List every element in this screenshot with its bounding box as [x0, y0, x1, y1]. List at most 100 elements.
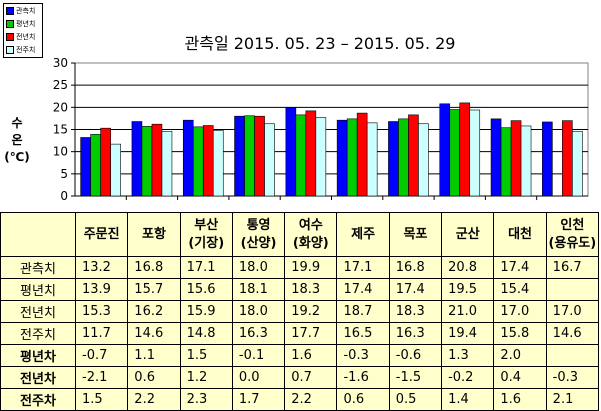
legend-item: 전주치: [6, 44, 42, 56]
table-cell: 18.3: [284, 278, 338, 301]
row-label: 평년치: [0, 278, 76, 301]
table-cell: [545, 344, 599, 367]
table-row: 전년차 -2.1 0.6 1.2 0.0 0.7 -1.6 -1.5 -0.2 0.4 -0.3: [0, 366, 599, 389]
table-cell: 2.2: [127, 388, 181, 411]
table-cell: 17.7: [284, 322, 338, 345]
table-cell: [545, 278, 599, 301]
bar: [151, 123, 163, 197]
legend-swatch: [6, 20, 14, 28]
table-cell: 2.3: [179, 388, 233, 411]
legend-swatch: [6, 7, 14, 15]
table-header-cell: 인천 (용유도): [545, 212, 599, 257]
bar: [469, 109, 481, 197]
bar: [285, 107, 297, 197]
table-cell: 14.6: [127, 322, 181, 345]
row-label: 전주차: [0, 388, 76, 411]
table-cell: 15.9: [179, 300, 233, 323]
legend-swatch: [6, 33, 14, 41]
bar: [366, 122, 378, 197]
bar: [572, 130, 583, 197]
table-cell: 16.3: [388, 322, 443, 345]
table-cell: 1.1: [127, 344, 181, 367]
table-cell: 2.2: [284, 388, 338, 411]
table-cell: 17.0: [545, 300, 599, 323]
y-axis-label-line: 온: [11, 133, 23, 147]
bar: [418, 123, 429, 197]
bar: [131, 121, 143, 197]
y-tick-label: 25: [53, 78, 68, 92]
table-cell: 16.5: [336, 322, 390, 345]
table-cell: 13.9: [74, 278, 129, 301]
table-cell: -0.6: [388, 344, 443, 367]
bar: [336, 119, 348, 197]
bar: [254, 115, 265, 197]
table-cell: 0.7: [284, 366, 338, 389]
table-header-cell: 여수 (화양): [284, 212, 338, 257]
table-cell: -0.2: [441, 366, 495, 389]
table-cell: -0.7: [74, 344, 129, 367]
bar: [398, 118, 409, 197]
bar: [244, 115, 255, 197]
legend-item: 전년치: [6, 31, 42, 43]
table-cell: 1.6: [284, 344, 338, 367]
table-cell: 1.5: [74, 388, 129, 411]
table-header-cell: 부산 (기장): [179, 212, 233, 257]
table-corner-cell: [0, 212, 76, 257]
legend: 관측치 평년치 전년치 전주치: [3, 3, 43, 58]
table-cell: 15.3: [74, 300, 129, 323]
table-cell: 2.0: [493, 344, 547, 367]
table-cell: 19.2: [284, 300, 338, 323]
table-header-cell: 포항: [127, 212, 181, 257]
table-header-cell: 주문진: [74, 212, 129, 257]
table-header-cell: 대천: [493, 212, 547, 257]
table-cell: 1.3: [441, 344, 495, 367]
legend-swatch: [6, 46, 14, 54]
bar: [192, 126, 204, 197]
table-header-cell: 목포: [388, 212, 443, 257]
table-row: 전주치 11.7 14.6 14.8 16.3 17.7 16.5 16.3 19.4 15.8 1…: [0, 322, 599, 345]
bar-chart: 0 5 10 15 20 25 30: [53, 56, 589, 203]
bar: [388, 121, 399, 197]
row-label: 전년치: [0, 300, 76, 323]
table-cell: 1.5: [179, 344, 233, 367]
table-cell: 17.0: [493, 300, 547, 323]
table-cell: -1.5: [388, 366, 443, 389]
table-cell: 1.4: [441, 388, 495, 411]
bar: [562, 120, 573, 197]
table-cell: 18.0: [231, 300, 286, 323]
table-cell: 0.6: [336, 388, 390, 411]
bar: [100, 127, 111, 197]
table-cell: 2.1: [545, 388, 599, 411]
bar: [346, 118, 358, 197]
table-cell: -0.3: [336, 344, 390, 367]
table-cell: 16.8: [388, 256, 443, 279]
table-cell: 11.7: [74, 322, 129, 345]
table-cell: 19.4: [441, 322, 495, 345]
y-axis-label-line: 수: [11, 116, 23, 130]
table-cell: 0.4: [493, 366, 547, 389]
table-cell: 14.8: [179, 322, 233, 345]
table-cell: 21.0: [441, 300, 495, 323]
table-cell: 17.4: [336, 278, 390, 301]
bar: [356, 112, 368, 197]
bar: [520, 125, 532, 197]
y-tick-label: 20: [53, 100, 68, 114]
table-cell: 19.5: [441, 278, 495, 301]
bar: [90, 134, 101, 197]
table-cell: 17.4: [388, 278, 443, 301]
table-header-cell: 군산: [441, 212, 495, 257]
table-cell: 18.3: [388, 300, 443, 323]
y-tick-label: 15: [53, 123, 68, 137]
bar: [510, 120, 522, 197]
table-cell: 0.5: [388, 388, 443, 411]
bar: [161, 130, 173, 197]
table-header-cell: 제주: [336, 212, 390, 257]
bar: [490, 118, 502, 197]
chart-title: 관측일 2015. 05. 23 – 2015. 05. 29: [184, 34, 456, 53]
bar: [141, 126, 153, 197]
table-row: 평년치 13.9 15.7 15.6 18.1 18.3 17.4 17.4 19.5 15.4: [0, 278, 599, 301]
row-label: 관측치: [0, 256, 76, 279]
table-cell: 13.2: [74, 256, 129, 279]
table-cell: -1.6: [336, 366, 390, 389]
bar: [182, 119, 194, 197]
